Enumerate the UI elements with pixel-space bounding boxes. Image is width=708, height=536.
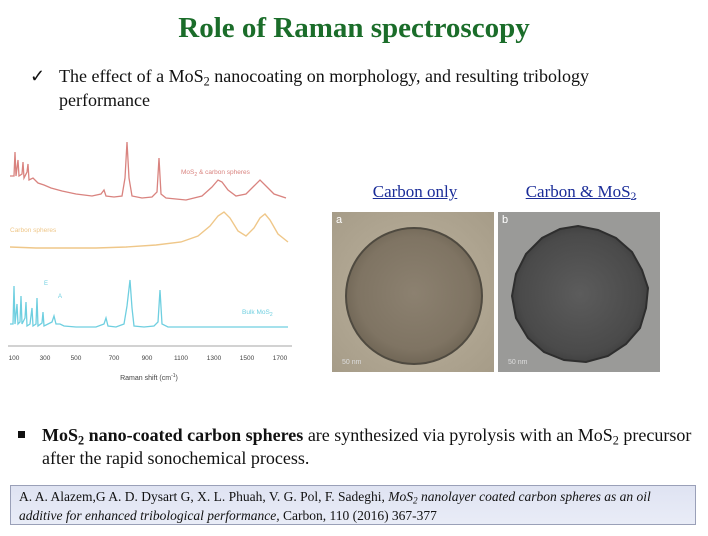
checkmark-point: ✓ The effect of a MoS2 nanocoating on mo… (30, 64, 680, 112)
x-axis-ticks: 100 300 500 700 900 1100 1300 1500 1700 (9, 355, 288, 362)
label-carbon-only: Carbon only (372, 182, 458, 201)
square-bullet-icon (18, 431, 25, 438)
tem-image-carbon-mos2-drawing (498, 212, 660, 372)
tick-label: 700 (109, 355, 120, 362)
citation-title: MoS2 nanolayer coated carbon spheres as … (19, 489, 651, 523)
tick-label: 500 (71, 355, 82, 362)
raman-spectra-figure: MoS2 & carbon spheres Carbon spheres Bul… (8, 141, 292, 382)
check-text-pre: The effect of a MoS (59, 66, 204, 86)
spectrum-bulk-mos2 (10, 279, 288, 328)
bullet-point-text: MoS2 nano-coated carbon spheres are synt… (42, 425, 692, 468)
tick-label: 1100 (174, 355, 188, 362)
tick-label: 1300 (207, 355, 222, 362)
tem-image-carbon-mos2: b 50 nm (498, 212, 660, 372)
scale-label-a: 50 nm (342, 359, 362, 366)
tick-label: 1700 (273, 355, 288, 362)
label-carbon-spheres: Carbon spheres (10, 227, 57, 234)
x-axis-label: Raman shift (cm-1) (120, 373, 178, 382)
panel-letter-b: b (502, 214, 509, 226)
citation-box: A. A. Alazem,G A. D. Dysart G, X. L. Phu… (10, 485, 696, 525)
tick-label: 300 (40, 355, 51, 362)
citation-journal: Carbon, 110 (2016) 367-377 (279, 508, 437, 523)
tem-image-carbon-only-drawing (332, 212, 494, 372)
tick-label: 1500 (240, 355, 255, 362)
check-text-post: nanocoating on morphology, and resulting… (59, 66, 590, 110)
citation-authors: A. A. Alazem,G A. D. Dysart G, X. L. Phu… (19, 489, 389, 504)
bullet-point: MoS2 nano-coated carbon spheres are synt… (14, 424, 694, 470)
peak-label-a: A (58, 294, 62, 300)
tick-label: 900 (142, 355, 153, 362)
tem-image-carbon-only: a 50 nm (332, 212, 494, 372)
spectrum-carbon-spheres (9, 211, 289, 249)
checkmark-point-text: The effect of a MoS2 nanocoating on morp… (30, 64, 680, 112)
label-mos2-carbon: MoS2 & carbon spheres (181, 169, 251, 178)
checkmark-icon: ✓ (30, 66, 46, 86)
peak-label-e: E (44, 281, 48, 287)
bullet-bold: MoS2 nano-coated carbon spheres (42, 425, 304, 448)
panel-letter-a: a (336, 214, 343, 226)
label-carbon-mos2: Carbon & MoS2 (525, 182, 637, 204)
slide-title: Role of Raman spectroscopy (178, 12, 530, 44)
scale-label-b: 50 nm (508, 359, 528, 366)
check-text-sub: 2 (203, 74, 210, 89)
label-bulk-mos2: Bulk MoS2 (242, 309, 273, 318)
tick-label: 100 (9, 355, 20, 362)
spectrum-mos2-carbon (10, 141, 287, 201)
